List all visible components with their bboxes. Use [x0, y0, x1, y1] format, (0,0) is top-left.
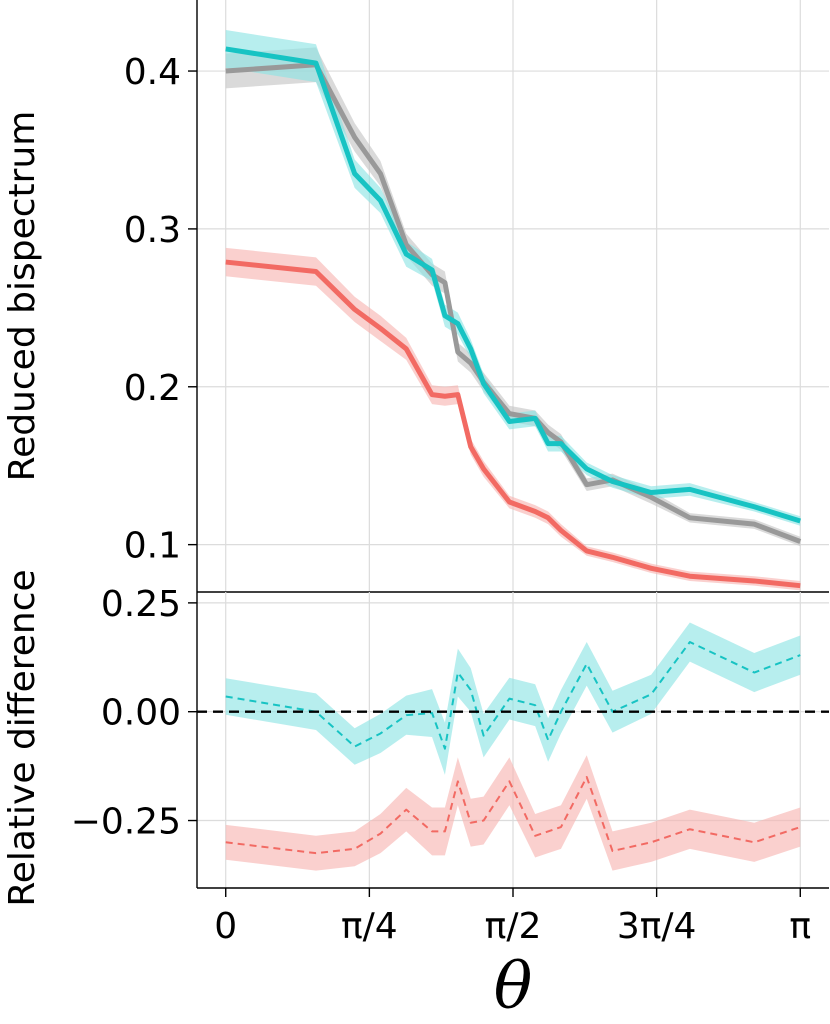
- bottom-y-axis-label: Relative difference: [2, 569, 43, 906]
- x-tick-label-1: π/4: [341, 906, 398, 947]
- top-gridlines: [197, 0, 829, 592]
- x-tick-label-4: π: [789, 906, 811, 947]
- bottom-y-tick-label-1: 0.00: [101, 693, 181, 734]
- top-y-tick-label-2: 0.3: [124, 210, 181, 251]
- bottom-axes: 0.25 0.00 −0.25 0 π/4 π/2 3π/4 π: [71, 584, 829, 947]
- top-y-axis-label: Reduced bispectrum: [2, 111, 43, 482]
- bottom-y-tick-label-0: 0.25: [101, 584, 181, 625]
- top-error-bands: [225, 29, 801, 591]
- x-tick-label-2: π/2: [485, 906, 542, 947]
- top-y-tick-label-0: 0.1: [124, 526, 181, 567]
- bottom-panel: 0.25 0.00 −0.25 0 π/4 π/2 3π/4 π Relative diffe…: [2, 569, 829, 1024]
- top-panel: 0.1 0.2 0.3 0.4 Reduced bispectrum: [2, 0, 829, 593]
- top-y-tick-label-3: 0.4: [124, 52, 181, 93]
- x-tick-label-3: 3π/4: [617, 906, 697, 947]
- bottom-red-line: [225, 776, 801, 855]
- bottom-series-lines: [225, 641, 801, 855]
- bottom-red-error-band: [225, 755, 801, 871]
- x-axis-label: θ: [494, 950, 533, 1024]
- top-cyan-error-band: [225, 29, 801, 526]
- top-gray-line: [225, 62, 802, 544]
- top-cyan-line: [225, 46, 802, 524]
- bottom-y-tick-label-2: −0.25: [71, 802, 181, 843]
- x-tick-label-0: 0: [214, 906, 237, 947]
- top-red-line: [225, 259, 801, 589]
- top-red-error-band: [225, 247, 801, 591]
- top-y-tick-label-1: 0.2: [124, 368, 181, 409]
- top-series-lines: [225, 46, 802, 589]
- bottom-cyan-line: [225, 641, 801, 750]
